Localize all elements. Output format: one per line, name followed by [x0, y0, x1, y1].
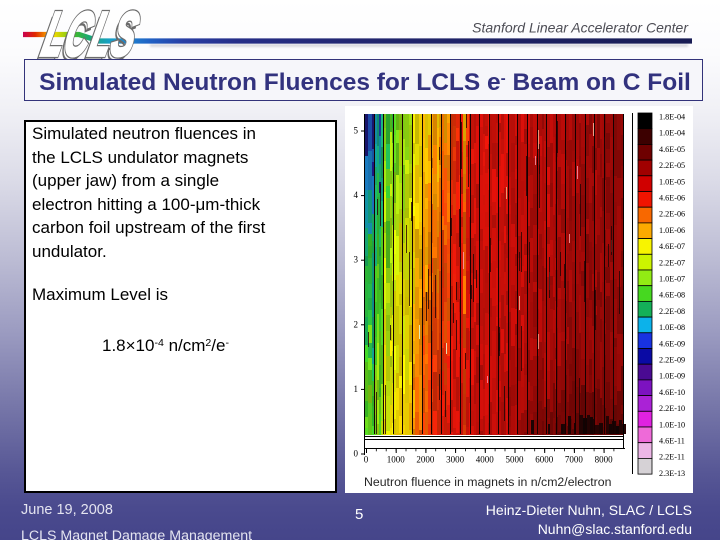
- svg-text:4.6E-07: 4.6E-07: [659, 242, 685, 251]
- svg-text:4.6E-09: 4.6E-09: [659, 339, 685, 348]
- svg-text:1.0E-09: 1.0E-09: [659, 372, 685, 381]
- svg-text:7000: 7000: [565, 455, 584, 465]
- svg-text:4: 4: [354, 190, 359, 200]
- svg-text:1.8E-04: 1.8E-04: [659, 113, 685, 122]
- svg-text:2000: 2000: [416, 455, 435, 465]
- svg-text:1.0E-10: 1.0E-10: [659, 420, 685, 429]
- svg-text:1.0E-08: 1.0E-08: [659, 323, 685, 332]
- svg-text:5: 5: [354, 126, 359, 136]
- svg-text:LCLS: LCLS: [33, 5, 142, 60]
- svg-text:2.2E-07: 2.2E-07: [659, 258, 685, 267]
- svg-text:4000: 4000: [476, 455, 495, 465]
- svg-text:4.6E-06: 4.6E-06: [659, 194, 685, 203]
- svg-text:1.0E-04: 1.0E-04: [659, 129, 685, 138]
- svg-text:1: 1: [354, 384, 359, 394]
- svg-text:2.2E-05: 2.2E-05: [659, 161, 685, 170]
- svg-text:2.2E-11: 2.2E-11: [659, 453, 685, 462]
- svg-text:4.6E-10: 4.6E-10: [659, 388, 685, 397]
- svg-text:6000: 6000: [535, 455, 554, 465]
- svg-text:LCLS: LCLS: [37, 0, 146, 60]
- svg-text:5000: 5000: [506, 455, 525, 465]
- svg-text:4.6E-08: 4.6E-08: [659, 291, 685, 300]
- svg-text:2.3E-13: 2.3E-13: [659, 469, 685, 478]
- svg-text:4.6E-05: 4.6E-05: [659, 145, 685, 154]
- svg-text:3000: 3000: [446, 455, 465, 465]
- svg-text:1000: 1000: [387, 455, 406, 465]
- svg-text:2.2E-09: 2.2E-09: [659, 356, 685, 365]
- svg-text:2.2E-08: 2.2E-08: [659, 307, 685, 316]
- svg-text:0: 0: [364, 455, 369, 465]
- svg-text:4.6E-11: 4.6E-11: [659, 437, 685, 446]
- svg-text:2.2E-10: 2.2E-10: [659, 404, 685, 413]
- svg-text:Neutron fluence in magnets in: Neutron fluence in magnets in n/cm2/elec…: [364, 475, 612, 489]
- svg-text:0: 0: [354, 449, 359, 459]
- svg-text:8000: 8000: [595, 455, 614, 465]
- svg-text:2.2E-06: 2.2E-06: [659, 210, 685, 219]
- svg-text:Stanford Linear Accelerator Ce: Stanford Linear Accelerator Center: [472, 20, 689, 36]
- svg-text:3: 3: [354, 255, 359, 265]
- svg-text:1.0E-07: 1.0E-07: [659, 275, 685, 284]
- svg-text:1.0E-05: 1.0E-05: [659, 177, 685, 186]
- svg-text:1.0E-06: 1.0E-06: [659, 226, 685, 235]
- svg-text:LCLS: LCLS: [37, 0, 146, 60]
- svg-text:2: 2: [354, 319, 359, 329]
